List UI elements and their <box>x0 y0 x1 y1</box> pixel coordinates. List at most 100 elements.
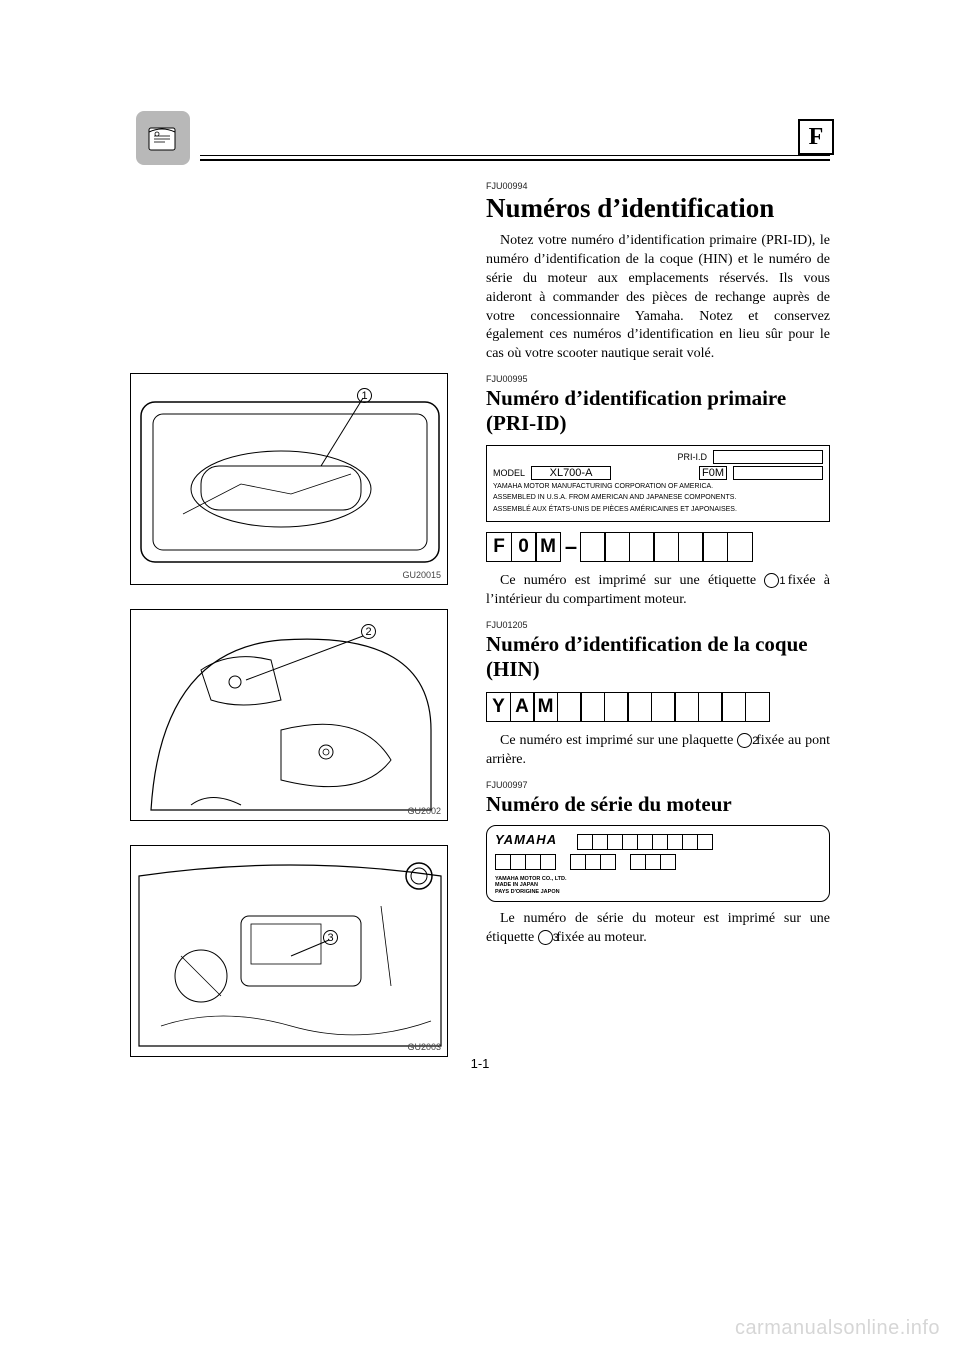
cell <box>698 692 723 722</box>
cell: M <box>535 532 561 562</box>
cell <box>721 692 746 722</box>
priid-label: PRI-I.D <box>677 452 707 462</box>
priid-code: FJU00995 <box>486 374 830 384</box>
cell <box>580 532 606 562</box>
cell: F <box>486 532 512 562</box>
cell <box>727 532 753 562</box>
cell <box>674 692 699 722</box>
hin-code: FJU01205 <box>486 620 830 630</box>
cell <box>682 834 698 850</box>
cell <box>629 532 655 562</box>
figure-3-svg <box>131 846 449 1058</box>
section-code: FJU00994 <box>486 181 830 191</box>
engine-top-grid <box>577 834 713 850</box>
cell <box>540 854 556 870</box>
cell <box>678 532 704 562</box>
brand: YAMAHA <box>495 832 557 847</box>
booklet-icon <box>143 118 183 158</box>
cell <box>570 854 586 870</box>
cell <box>525 854 541 870</box>
cell <box>653 532 679 562</box>
cell <box>600 854 616 870</box>
cell: M <box>533 692 558 722</box>
text: fixée au moteur. <box>553 930 647 945</box>
figures-column: 1 GU20015 2 GU2002 <box>130 171 460 1081</box>
cell <box>495 854 511 870</box>
cell <box>645 854 661 870</box>
model-label: MODEL <box>493 468 525 478</box>
figure-1: 1 GU20015 <box>130 373 448 585</box>
section-icon <box>136 111 190 165</box>
priid-paragraph: Ce numéro est imprimé sur une étiquette … <box>486 572 830 610</box>
manual-page: F 1 GU20015 <box>130 155 830 1081</box>
header-rule <box>200 155 830 161</box>
cell <box>651 692 676 722</box>
ref-3: 3 <box>538 930 553 945</box>
figure-1-svg <box>131 374 449 586</box>
priid-plate-modelrow: MODEL XL700-A F0M <box>493 466 823 480</box>
engine-code: FJU00997 <box>486 780 830 790</box>
cell <box>697 834 713 850</box>
language-badge: F <box>798 119 834 155</box>
cell <box>667 834 683 850</box>
figure-2: 2 GU2002 <box>130 609 448 821</box>
intro-paragraph: Notez votre numéro d’identification prim… <box>486 232 830 364</box>
hin-heading: Numéro d’identification de la coque (HIN… <box>486 632 830 682</box>
engine-left-grid <box>495 854 556 870</box>
cell <box>604 692 629 722</box>
fom-value: F0M <box>699 466 727 480</box>
ref-2: 2 <box>737 733 752 748</box>
engine-mid-grid <box>570 854 616 870</box>
cell <box>702 532 728 562</box>
hin-paragraph: Ce numéro est imprimé sur une plaquette … <box>486 732 830 770</box>
cell: A <box>510 692 535 722</box>
fom-blank-box <box>733 466 823 480</box>
figure-1-ref: GU20015 <box>402 570 441 580</box>
cell <box>745 692 770 722</box>
cell <box>585 854 601 870</box>
cell <box>660 854 676 870</box>
cell <box>580 692 605 722</box>
cell <box>592 834 608 850</box>
priid-plate: PRI-I.D MODEL XL700-A F0M YAMAHA MOTOR M… <box>486 445 830 522</box>
engine-bottom-row <box>495 854 821 870</box>
priid-char-grid: F 0 M – <box>486 532 830 562</box>
figure-2-svg <box>131 610 449 822</box>
plate-line3: ASSEMBLÉ AUX ÉTATS-UNIS DE PIÈCES AMÉRIC… <box>493 506 823 515</box>
figure-2-ref: GU2002 <box>407 806 441 816</box>
cell <box>607 834 623 850</box>
text: Ce numéro est imprimé sur une plaquette <box>500 733 737 748</box>
engine-plate: YAMAHA <box>486 825 830 902</box>
cell <box>604 532 630 562</box>
priid-heading: Numéro d’identification primaire (PRI-ID… <box>486 386 830 436</box>
plate-line1: YAMAHA MOTOR MANUFACTURING CORPORATION O… <box>493 483 823 492</box>
text-column: FJU00994 Numéros d’identification Notez … <box>486 171 830 1081</box>
callout-1: 1 <box>357 388 372 403</box>
priid-plate-toprow: PRI-I.D <box>493 450 823 464</box>
figure-3: 3 GU2003 <box>130 845 448 1057</box>
engine-paragraph: Le numéro de série du moteur est imprimé… <box>486 910 830 948</box>
callout-3: 3 <box>323 930 338 945</box>
fine3: PAYS D'ORIGINE JAPON <box>495 889 821 895</box>
sep: – <box>561 532 581 562</box>
callout-2: 2 <box>361 624 376 639</box>
cell <box>627 692 652 722</box>
main-heading: Numéros d’identification <box>486 193 830 224</box>
cell: Y <box>486 692 511 722</box>
cell <box>652 834 668 850</box>
cell <box>510 854 526 870</box>
model-value: XL700-A <box>531 466 611 480</box>
cell <box>630 854 646 870</box>
engine-heading: Numéro de série du moteur <box>486 792 830 817</box>
hin-char-grid: Y A M <box>486 692 830 722</box>
plate-line2: ASSEMBLED IN U.S.A. FROM AMERICAN AND JA… <box>493 494 823 503</box>
cell: 0 <box>511 532 537 562</box>
cell <box>622 834 638 850</box>
watermark: carmanualsonline.info <box>735 1317 940 1340</box>
priid-blank-box <box>713 450 823 464</box>
cell <box>637 834 653 850</box>
engine-right-grid <box>630 854 676 870</box>
cell <box>577 834 593 850</box>
text: Ce numéro est imprimé sur une étiquette <box>500 573 764 588</box>
page-number: 1-1 <box>471 1056 490 1071</box>
